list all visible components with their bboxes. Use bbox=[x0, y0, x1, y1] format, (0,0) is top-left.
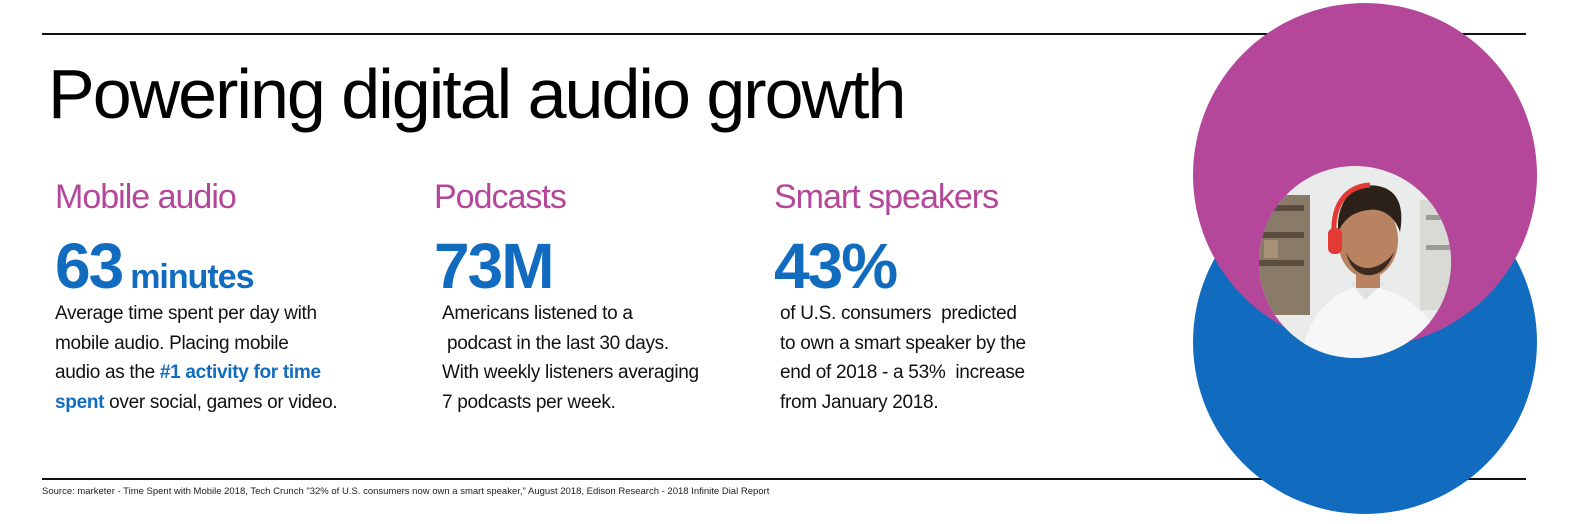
highlight-text: #1 activity for time bbox=[159, 362, 321, 383]
description-line: to own a smart speaker by the bbox=[780, 332, 1026, 354]
decorative-circles-graphic bbox=[1193, 3, 1537, 514]
stat-podcasts: Podcasts 73M Americans listened to a pod… bbox=[434, 175, 734, 417]
stat-number: 63 bbox=[55, 230, 124, 302]
stat-number: 43% bbox=[774, 230, 898, 302]
highlight-text: spent bbox=[55, 391, 105, 413]
description-line: from January 2018. bbox=[780, 391, 939, 413]
top-rule bbox=[42, 33, 1526, 35]
description-line: 7 podcasts per week. bbox=[442, 391, 616, 413]
stat-value: 73M bbox=[434, 233, 734, 299]
description-line: podcast in the last 30 days. bbox=[442, 332, 669, 354]
stat-value: 43% bbox=[774, 233, 1074, 299]
stat-description: Average time spent per day with mobile a… bbox=[55, 299, 385, 417]
stat-number: 73M bbox=[434, 230, 554, 302]
stat-mobile-audio: Mobile audio 63 minutes Average time spen… bbox=[55, 175, 385, 417]
stat-category: Podcasts bbox=[434, 178, 567, 216]
description-line: Average time spent per day with bbox=[55, 303, 317, 324]
bottom-rule bbox=[42, 478, 1526, 480]
stat-category: Mobile audio bbox=[55, 178, 237, 216]
description-line: Americans listened to a bbox=[442, 303, 633, 324]
stat-category: Smart speakers bbox=[774, 178, 999, 216]
description-line: end of 2018 - a 53% increase bbox=[780, 362, 1025, 383]
description-line: With weekly listeners averaging bbox=[442, 362, 699, 383]
description-line: audio as the #1 activity for time bbox=[55, 358, 385, 388]
stat-description: Americans listened to a podcast in the l… bbox=[434, 299, 734, 417]
stat-description: of U.S. consumers predicted to own a sma… bbox=[774, 299, 1074, 417]
description-line: spent over social, games or video. bbox=[55, 388, 385, 418]
description-text: over social, games or video. bbox=[104, 391, 338, 413]
stat-value: 63 minutes bbox=[55, 233, 385, 299]
page-title: Powering digital audio growth bbox=[48, 55, 906, 133]
source-note: Source: marketer - Time Spent with Mobil… bbox=[42, 486, 770, 497]
description-line: mobile audio. Placing mobile bbox=[55, 332, 289, 354]
stat-smart-speakers: Smart speakers 43% of U.S. consumers pre… bbox=[774, 175, 1074, 417]
description-line: of U.S. consumers predicted bbox=[780, 303, 1017, 324]
stat-unit: minutes bbox=[130, 258, 254, 296]
description-text: audio as the bbox=[55, 362, 160, 383]
